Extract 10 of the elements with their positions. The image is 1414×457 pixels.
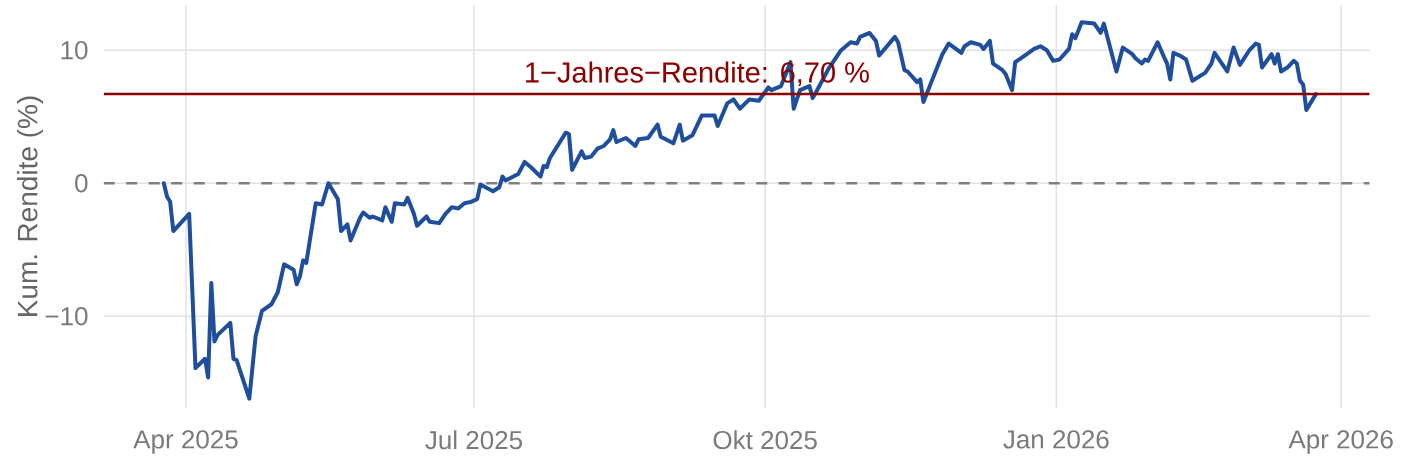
x-tick-label: Apr 2025 [133,430,238,454]
y-tick-label: −10 [45,307,88,326]
line-series [161,20,1318,401]
y-tick-label: 10 [61,41,88,60]
y-tick-label: 0 [75,174,88,193]
x-tick-label: Jan 2026 [1003,430,1109,449]
y-axis-title: Kum. Rendite (%) [16,96,44,316]
x-tick-label: Jul 2025 [425,430,523,450]
x-tick-label: Apr 2026 [1288,430,1393,454]
x-tick-label: Okt 2025 [713,430,817,450]
